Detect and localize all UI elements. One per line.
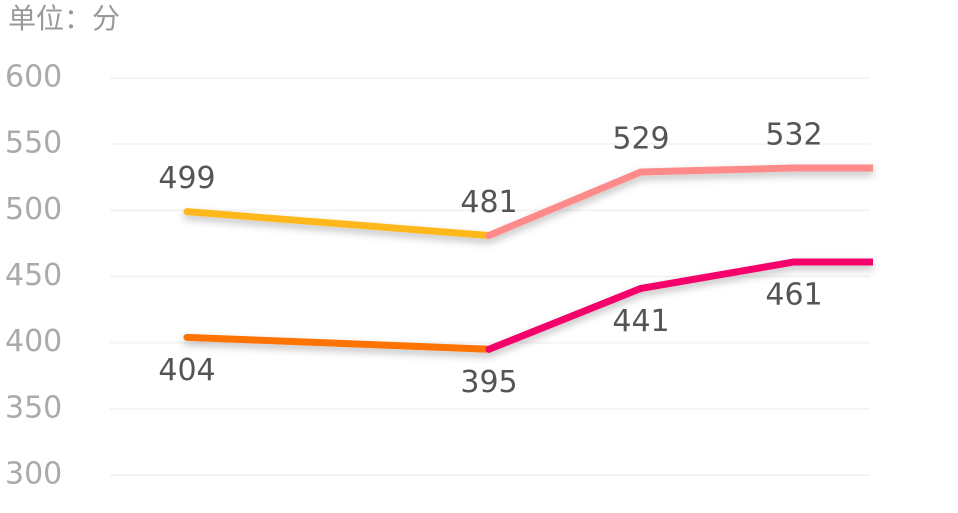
data-label: 499 [158, 161, 215, 196]
y-tick-label: 400 [5, 324, 62, 359]
y-tick-label: 500 [5, 192, 62, 227]
line-segment [183, 333, 493, 353]
data-label: 529 [612, 121, 669, 156]
data-label: 481 [460, 185, 517, 220]
line-segment [637, 258, 798, 292]
y-tick-label: 450 [5, 258, 62, 293]
line-segment [485, 284, 645, 353]
line-segment [183, 208, 493, 239]
data-label: 441 [612, 304, 669, 339]
data-label: 395 [460, 365, 517, 400]
y-tick-label: 350 [5, 390, 62, 425]
line-segment [485, 168, 645, 239]
y-tick-label: 550 [5, 126, 62, 161]
data-label: 532 [765, 117, 822, 152]
line-segment [637, 164, 798, 176]
unit-label: 单位：分 [8, 2, 120, 35]
data-label: 404 [158, 353, 215, 388]
data-label: 461 [765, 277, 822, 312]
y-tick-label: 300 [5, 457, 62, 492]
series [183, 164, 873, 239]
series [183, 258, 873, 353]
y-tick-label: 600 [5, 60, 62, 95]
